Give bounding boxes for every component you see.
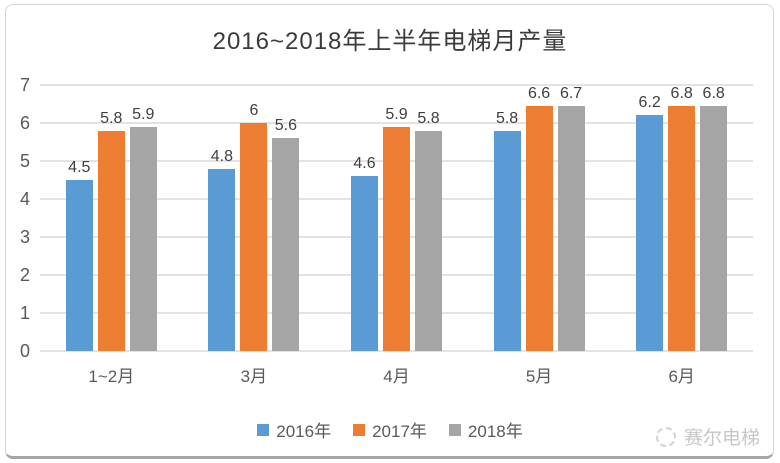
bar-column: 5.8 <box>414 85 442 351</box>
data-label: 6.8 <box>702 85 725 102</box>
y-axis-tick-label: 2 <box>19 265 30 285</box>
data-label: 6 <box>249 102 259 119</box>
x-axis-category-label: 1~2月 <box>88 367 135 386</box>
data-label: 6.8 <box>670 85 693 102</box>
data-label: 4.5 <box>68 159 91 176</box>
data-label: 5.9 <box>385 105 408 123</box>
bar-group-5月: 5.8 6.6 6.7 5月 <box>468 85 611 386</box>
bar-column: 5.9 <box>129 85 157 351</box>
bar-2018年-5月 <box>557 106 585 351</box>
data-label: 4.8 <box>210 147 234 165</box>
data-label: 5.8 <box>417 109 440 127</box>
watermark: 赛尔电梯 <box>655 423 760 450</box>
bar-2017年-4月 <box>382 126 410 351</box>
gridline-y6 <box>40 122 753 124</box>
y-axis-tick-label: 3 <box>19 227 30 247</box>
legend-item-2018年: 2018年 <box>448 417 523 442</box>
y-axis-tick-label: 6 <box>19 113 30 133</box>
bar-column: 6.6 <box>525 85 553 351</box>
bar-column: 5.8 <box>97 85 125 351</box>
legend-label: 2017年 <box>372 422 427 441</box>
gridline-y0 <box>40 350 753 352</box>
data-label: 6.2 <box>638 94 661 112</box>
bar-2018年-1~2月 <box>129 126 157 351</box>
bar-2016年-5月 <box>493 130 521 351</box>
data-label: 5.8 <box>100 109 123 127</box>
y-axis-tick-label: 5 <box>19 151 30 171</box>
chart-title: 2016~2018年上半年电梯月产量 <box>212 28 568 55</box>
bar-column: 5.9 <box>382 85 410 351</box>
y-axis-tick-label: 1 <box>19 303 30 323</box>
x-axis-category-label: 4月 <box>383 367 410 386</box>
chart-legend: 2016年 2017年 2018年 <box>0 417 780 442</box>
bar-groups: 4.5 5.8 5.9 1~2月 4.8 6 5.6 3月 4.6 5.9 5.8 4月 5.8 6.6 6… <box>40 85 753 386</box>
bar-group-4月: 4.6 5.9 5.8 4月 <box>325 85 468 386</box>
bar-2016年-3月 <box>208 168 236 351</box>
bar-2018年-4月 <box>414 130 442 351</box>
bar-column: 6.2 <box>636 85 664 351</box>
y-axis-tick-label: 0 <box>19 341 30 361</box>
bar-group-6月: 6.2 6.8 6.8 6月 <box>610 85 753 386</box>
data-label: 5.6 <box>274 117 298 135</box>
bar-group-3月: 4.8 6 5.6 3月 <box>183 85 326 386</box>
bar-column: 4.5 <box>65 85 93 351</box>
data-label: 6.7 <box>559 85 583 102</box>
bar-2017年-1~2月 <box>97 130 125 351</box>
bar-2017年-6月 <box>668 106 696 351</box>
y-axis-tick-label: 7 <box>19 75 30 95</box>
data-label: 5.9 <box>132 105 155 123</box>
y-axis-tick-label: 4 <box>19 189 30 209</box>
legend-swatch-icon <box>257 423 270 436</box>
bar-column: 4.6 <box>350 85 378 351</box>
data-label: 6.6 <box>527 85 551 102</box>
bar-2017年-3月 <box>240 123 268 351</box>
data-label: 5.8 <box>495 109 519 127</box>
legend-label: 2018年 <box>467 422 523 441</box>
x-axis-category-label: 6月 <box>668 367 695 386</box>
bar-column: 4.8 <box>208 85 236 351</box>
legend-item-2017年: 2017年 <box>353 417 427 442</box>
bar-column: 6.8 <box>668 85 696 351</box>
gridline-y7 <box>40 84 753 86</box>
data-label: 4.6 <box>353 155 376 173</box>
plot-area: 0 1 2 3 4 5 6 7 4.5 5.8 5.9 1~2月 4.8 6 5.6 3月 4.6 5.9 5.8 4… <box>20 75 753 386</box>
bar-2016年-4月 <box>350 176 378 351</box>
legend-swatch-icon <box>448 423 461 436</box>
bar-2016年-6月 <box>636 115 664 351</box>
bar-group-1~2月: 4.5 5.8 5.9 1~2月 <box>40 85 183 386</box>
bar-column: 5.8 <box>493 85 521 351</box>
legend-label: 2016年 <box>276 422 332 441</box>
bar-column: 6.8 <box>700 85 728 351</box>
x-axis-category-label: 3月 <box>240 367 268 386</box>
bar-column: 6.7 <box>557 85 585 351</box>
watermark-text: 赛尔电梯 <box>683 428 760 449</box>
legend-item-2016年: 2016年 <box>257 417 331 442</box>
legend-swatch-icon <box>353 423 366 436</box>
bar-2017年-5月 <box>525 106 553 351</box>
bar-column: 5.6 <box>272 85 300 351</box>
bar-2016年-1~2月 <box>65 180 93 351</box>
bar-2018年-3月 <box>272 138 300 351</box>
x-axis-category-label: 5月 <box>525 367 553 386</box>
watermark-circle-logo-icon <box>655 426 676 447</box>
bar-column: 6 <box>240 85 268 351</box>
bar-2018年-6月 <box>700 106 728 351</box>
